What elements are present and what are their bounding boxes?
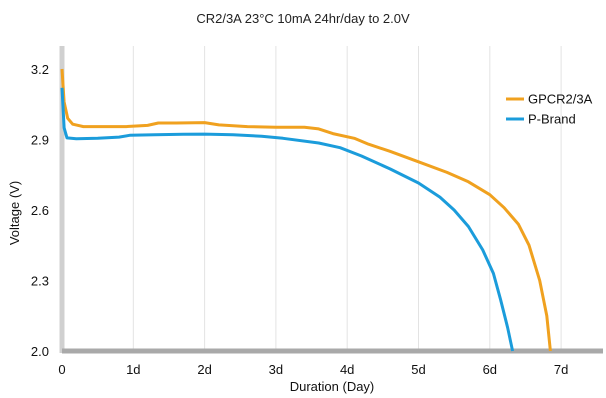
y-tick-label: 2.9 — [31, 133, 49, 148]
x-axis-label: Duration (Day) — [290, 379, 375, 394]
legend-label: P-Brand — [528, 112, 576, 127]
y-tick-label: 2.6 — [31, 203, 49, 218]
x-tick-label: 0 — [58, 362, 65, 377]
series-lines — [60, 68, 552, 352]
axes — [59, 46, 603, 354]
series-line-p-brand — [60, 87, 515, 352]
y-axis-label: Voltage (V) — [7, 181, 22, 245]
x-tick-label: 4d — [340, 362, 354, 377]
y-tick-label: 2.3 — [31, 274, 49, 289]
x-tick-label: 5d — [411, 362, 425, 377]
y-tick-label: 2.0 — [31, 344, 49, 359]
x-tick-label: 2d — [197, 362, 211, 377]
x-tick-label: 1d — [126, 362, 140, 377]
x-tick-label: 3d — [269, 362, 283, 377]
tick-labels: 0 1d 2d 3d 4d 5d 6d 7d 2.0 2.3 2.6 2.9 3.2 — [31, 62, 568, 377]
chart-title: CR2/3A 23°C 10mA 24hr/day to 2.0V — [196, 11, 410, 26]
legend: GPCR2/3A P-Brand — [506, 92, 593, 127]
gridlines — [132, 46, 562, 351]
x-tick-label: 6d — [483, 362, 497, 377]
series-line-gpcr2-3a — [60, 68, 552, 352]
legend-label: GPCR2/3A — [528, 92, 593, 107]
y-tick-label: 3.2 — [31, 62, 49, 77]
x-tick-label: 7d — [554, 362, 568, 377]
